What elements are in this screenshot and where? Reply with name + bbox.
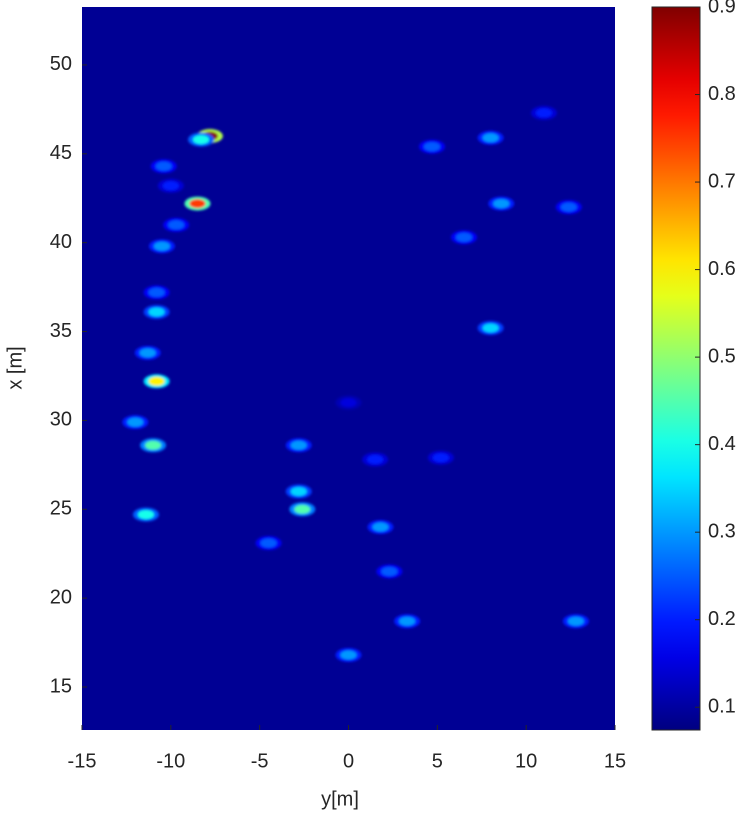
y-tick-label: 40 <box>50 231 72 253</box>
x-tick-label: -15 <box>68 750 97 772</box>
hotspot <box>294 504 311 514</box>
hotspot <box>139 348 156 358</box>
colorbar-tick-label: 0.1 <box>708 696 736 718</box>
hotspot <box>535 108 552 118</box>
hotspot <box>367 454 384 464</box>
x-tick-label: 10 <box>515 750 537 772</box>
hotspot <box>493 199 510 209</box>
hotspot <box>455 232 472 242</box>
x-axis-label: y[m] <box>321 788 359 810</box>
hotspot <box>127 417 144 427</box>
hotspot <box>560 202 577 212</box>
hotspot <box>290 486 307 496</box>
hotspot <box>168 220 185 230</box>
colorbar-tick-label: 0.3 <box>708 520 736 542</box>
y-tick-label: 30 <box>50 409 72 431</box>
hotspot <box>567 616 584 626</box>
hotspot <box>424 142 441 152</box>
hotspot <box>432 453 449 463</box>
hotspot <box>148 376 165 386</box>
x-tick-label: -5 <box>251 750 269 772</box>
hotspot <box>193 135 210 145</box>
y-tick-label: 45 <box>50 142 72 164</box>
y-tick-label: 25 <box>50 498 72 520</box>
colorbar-tick-label: 0.4 <box>708 433 736 455</box>
hotspot <box>399 616 416 626</box>
colorbar-tick-label: 0.6 <box>708 258 736 280</box>
hotspot <box>482 133 499 143</box>
y-tick-label: 15 <box>50 675 72 697</box>
hotspot <box>482 323 499 333</box>
x-tick-label: 5 <box>432 750 443 772</box>
plot-background <box>82 7 615 730</box>
hotspot <box>162 181 179 191</box>
hotspot <box>340 398 357 408</box>
y-tick-label: 50 <box>50 53 72 75</box>
hotspot <box>340 650 357 660</box>
colorbar-tick-label: 0.7 <box>708 170 736 192</box>
colorbar-tick-label: 0.2 <box>708 608 736 630</box>
hotspot <box>189 199 206 209</box>
hotspot <box>153 241 170 251</box>
hotspot <box>155 161 172 171</box>
y-tick-label: 35 <box>50 320 72 342</box>
hotspot <box>381 566 398 576</box>
y-tick-label: 20 <box>50 586 72 608</box>
colorbar-tick-label: 0.9 <box>708 0 736 17</box>
hotspot <box>372 522 389 532</box>
hotspot <box>145 440 162 450</box>
x-tick-label: 0 <box>343 750 354 772</box>
hotspot <box>148 307 165 317</box>
colorbar <box>651 6 701 731</box>
hotspot <box>137 510 154 520</box>
hotspots <box>122 105 589 662</box>
hotspot <box>260 538 277 548</box>
colorbar-tick-label: 0.8 <box>708 83 736 105</box>
y-axis-label: x [m] <box>4 346 26 389</box>
x-tick-label: -10 <box>156 750 185 772</box>
colorbar-tick-label: 0.5 <box>708 345 736 367</box>
hotspot <box>148 287 165 297</box>
x-tick-label: 15 <box>604 750 626 772</box>
hotspot <box>290 440 307 450</box>
